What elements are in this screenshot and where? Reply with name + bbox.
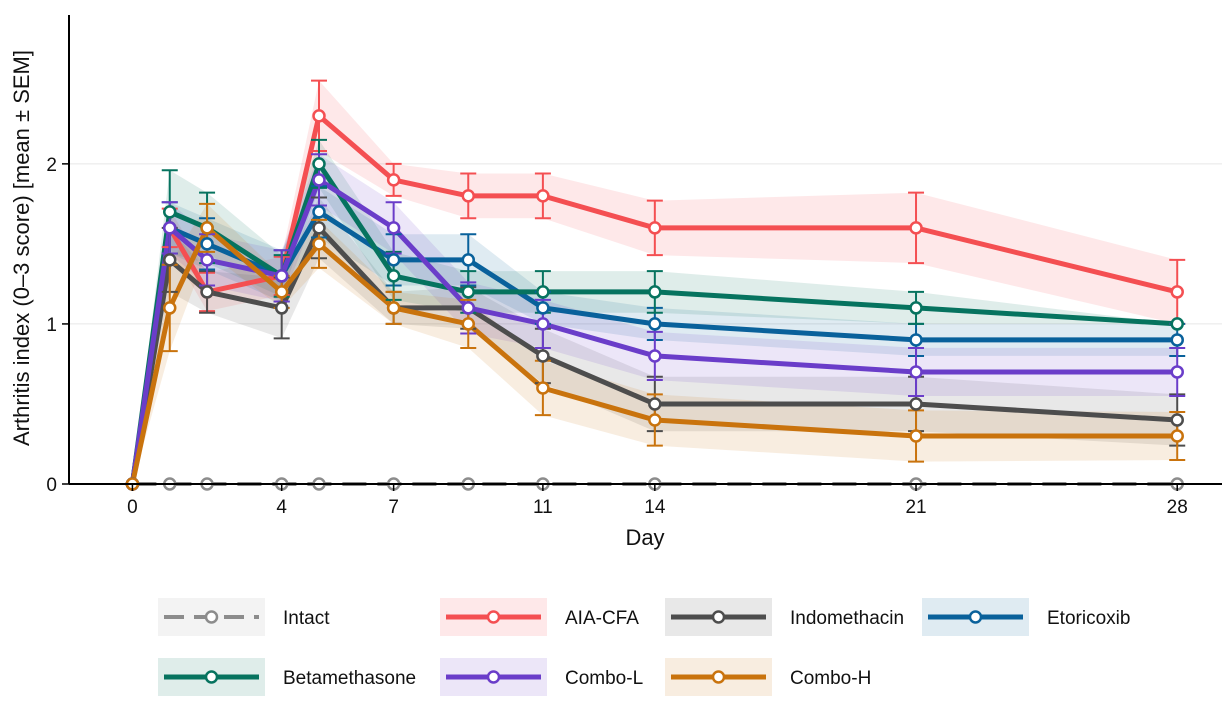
data-point bbox=[909, 301, 923, 315]
data-point bbox=[648, 413, 662, 427]
data-point bbox=[386, 301, 401, 315]
x-tick-label: 4 bbox=[276, 497, 287, 518]
data-point bbox=[536, 317, 550, 331]
data-point bbox=[312, 173, 326, 187]
legend-label: Etoricoxib bbox=[1047, 608, 1130, 629]
y-tick-label: 0 bbox=[46, 475, 57, 496]
x-tick-label: 14 bbox=[644, 497, 666, 518]
data-point bbox=[312, 221, 326, 235]
data-point bbox=[461, 189, 476, 203]
data-point bbox=[274, 301, 289, 315]
data-point bbox=[461, 301, 476, 315]
y-tick-label: 1 bbox=[46, 315, 57, 336]
data-point bbox=[536, 189, 550, 203]
data-point bbox=[1170, 413, 1184, 427]
legend-marker bbox=[711, 670, 726, 684]
data-point bbox=[274, 269, 289, 283]
legend-marker bbox=[486, 670, 501, 684]
data-point bbox=[536, 301, 550, 315]
data-point bbox=[200, 253, 214, 267]
data-point bbox=[1170, 429, 1184, 443]
legend-label: Combo-H bbox=[790, 668, 871, 689]
legend-marker bbox=[486, 610, 501, 624]
data-point bbox=[386, 253, 401, 267]
legend-marker bbox=[204, 610, 219, 624]
data-point bbox=[909, 333, 923, 347]
legend-item: Combo-L bbox=[440, 658, 643, 696]
data-point bbox=[1170, 317, 1184, 331]
data-point bbox=[162, 253, 177, 267]
legend-label: Indomethacin bbox=[790, 608, 904, 629]
data-point bbox=[536, 285, 550, 299]
data-point bbox=[386, 269, 401, 283]
data-point bbox=[1170, 285, 1184, 299]
data-point bbox=[461, 253, 476, 267]
data-point bbox=[1170, 333, 1184, 347]
data-point bbox=[909, 429, 923, 443]
data-point bbox=[200, 237, 214, 251]
legend-marker bbox=[204, 670, 219, 684]
y-tick-label: 2 bbox=[46, 155, 57, 176]
x-tick-label: 28 bbox=[1167, 497, 1188, 518]
data-point bbox=[648, 349, 662, 363]
x-tick-label: 0 bbox=[127, 497, 138, 518]
data-point bbox=[162, 205, 177, 219]
legend-item: Betamethasone bbox=[158, 658, 416, 696]
legend-marker bbox=[711, 610, 726, 624]
legend-item: Intact bbox=[158, 598, 330, 636]
legend: Intact AIA-CFA Indomethacin Etoricoxib Betam… bbox=[158, 598, 1130, 696]
legend-label: AIA-CFA bbox=[565, 608, 639, 629]
data-point bbox=[274, 285, 289, 299]
data-point bbox=[162, 221, 177, 235]
data-point bbox=[162, 301, 177, 315]
data-point bbox=[909, 365, 923, 379]
axes: 0 4 7 11 14 21 28 0 1 2 bbox=[46, 15, 1222, 518]
legend-item: Indomethacin bbox=[665, 598, 904, 636]
data-point bbox=[200, 285, 214, 299]
data-point bbox=[312, 205, 326, 219]
y-axis-title: Arthritis index (0–3 score) [mean ± SEM] bbox=[9, 50, 34, 446]
data-point bbox=[536, 381, 550, 395]
data-point bbox=[386, 173, 401, 187]
legend-label: Combo-L bbox=[565, 668, 643, 689]
data-point bbox=[648, 317, 662, 331]
x-tick-label: 11 bbox=[533, 497, 553, 518]
legend-marker bbox=[968, 610, 983, 624]
data-point bbox=[312, 109, 326, 123]
data-points bbox=[125, 109, 1184, 491]
data-point bbox=[386, 221, 401, 235]
data-point bbox=[648, 221, 662, 235]
legend-item: Etoricoxib bbox=[922, 598, 1130, 636]
legend-item: Combo-H bbox=[665, 658, 871, 696]
data-point bbox=[909, 221, 923, 235]
data-point bbox=[461, 285, 476, 299]
x-axis-title: Day bbox=[625, 525, 664, 550]
legend-item: AIA-CFA bbox=[440, 598, 639, 636]
legend-label: Intact bbox=[283, 608, 330, 629]
data-point bbox=[909, 397, 923, 411]
x-tick-label: 21 bbox=[905, 497, 926, 518]
legend-label: Betamethasone bbox=[283, 668, 416, 689]
data-point bbox=[312, 237, 326, 251]
data-point bbox=[312, 157, 326, 171]
data-point bbox=[461, 317, 476, 331]
data-point bbox=[648, 397, 662, 411]
data-point bbox=[1170, 365, 1184, 379]
data-point bbox=[200, 221, 214, 235]
x-tick-label: 7 bbox=[388, 497, 399, 518]
data-point bbox=[536, 349, 550, 363]
data-point bbox=[648, 285, 662, 299]
